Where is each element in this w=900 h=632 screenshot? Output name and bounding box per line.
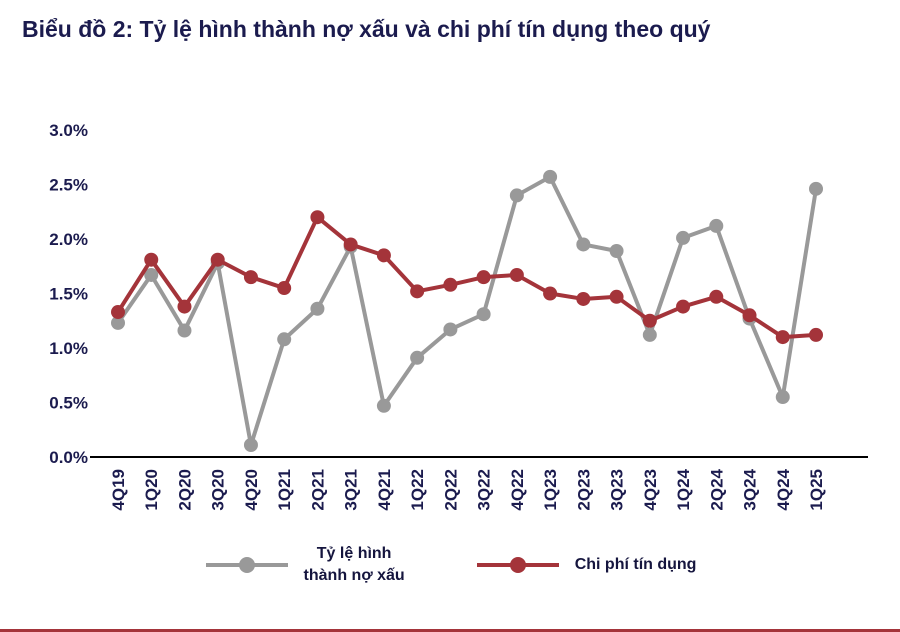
x-tick-label: 3Q24 [741, 468, 760, 510]
legend: Tỷ lệ hình thành nợ xấu Chi phí tín dụng [0, 543, 900, 588]
credit-cost-marker [642, 313, 657, 328]
credit-cost-legend-marker-icon [476, 557, 559, 574]
x-tick-label: 2Q20 [175, 469, 194, 511]
credit-cost-marker [376, 248, 391, 263]
y-tick-label: 3.0% [49, 121, 88, 140]
npl-formation-marker [709, 218, 724, 233]
legend-label-credit-cost: Chi phí tín dụng [574, 556, 697, 574]
npl-formation-marker [376, 398, 391, 413]
x-tick-label: 1Q25 [807, 469, 826, 511]
legend-item-npl-formation: Tỷ lệ hình thành nợ xấu [204, 543, 405, 588]
x-tick-label: 1Q20 [142, 469, 161, 511]
y-tick-label: 2.5% [49, 176, 88, 195]
x-tick-label: 3Q20 [209, 469, 228, 511]
x-tick-label: 4Q21 [375, 469, 394, 511]
npl-formation-marker [642, 327, 657, 342]
x-tick-label: 3Q21 [342, 469, 361, 511]
credit-cost-marker [210, 252, 225, 267]
credit-cost-marker [775, 330, 790, 345]
npl-formation-marker [476, 307, 491, 322]
npl-formation-marker [509, 188, 524, 203]
chart-title: Biểu đồ 2: Tỷ lệ hình thành nợ xấu và ch… [22, 16, 711, 42]
credit-cost-line [116, 215, 818, 340]
x-tick-label: 1Q24 [674, 468, 693, 510]
credit-cost-marker [543, 286, 558, 301]
y-tick-label: 0.5% [49, 394, 88, 413]
x-tick-label: 2Q21 [308, 469, 327, 511]
credit-cost-marker [343, 237, 358, 252]
x-tick-label: 4Q20 [242, 469, 261, 511]
x-tick-label: 4Q23 [641, 469, 660, 511]
credit-cost-marker [310, 210, 325, 225]
x-tick-label: 3Q22 [475, 469, 494, 511]
x-tick-label: 4Q19 [109, 469, 128, 511]
x-tick-label: 2Q22 [441, 469, 460, 511]
x-tick-label: 4Q24 [774, 468, 793, 510]
credit-cost-marker [742, 308, 757, 323]
x-tick-label: 4Q22 [508, 469, 527, 511]
npl-formation-marker [609, 243, 624, 258]
credit-cost-marker [144, 252, 159, 267]
credit-cost-marker [410, 284, 425, 299]
x-tick-label: 2Q24 [707, 468, 726, 510]
credit-cost-marker [709, 289, 724, 304]
legend-item-credit-cost: Chi phí tín dụng [475, 554, 697, 576]
credit-cost-marker [676, 299, 691, 314]
credit-cost-marker [277, 281, 292, 296]
npl-formation-marker [410, 350, 425, 365]
y-tick-label: 2.0% [49, 230, 88, 249]
npl-formation-marker [576, 237, 591, 252]
x-tick-label: 3Q23 [608, 469, 627, 511]
npl-formation-marker [310, 301, 325, 316]
y-tick-label: 1.5% [49, 285, 88, 304]
credit-cost-marker [576, 291, 591, 306]
credit-cost-marker [111, 305, 125, 320]
y-tick-label: 0.0% [49, 448, 88, 467]
credit-cost-marker [443, 277, 458, 292]
x-tick-label: 1Q22 [408, 469, 427, 511]
npl-formation-line [116, 174, 818, 448]
chart-area: 0.0% 0.5% 1.0% 1.5% 2.0% 2.5% 3.0% 4Q19 1Q20 2Q20… [0, 47, 900, 525]
npl-formation-marker [277, 332, 292, 347]
credit-cost-marker [809, 327, 823, 342]
legend-label-npl-formation: Tỷ lệ hình thành nợ xấu [303, 545, 405, 585]
line-chart: 0.0% 0.5% 1.0% 1.5% 2.0% 2.5% 3.0% 4Q19 1Q20 2Q20… [49, 121, 868, 511]
y-tick-label: 1.0% [49, 339, 88, 358]
npl-formation-marker [111, 315, 125, 330]
npl-formation-marker [775, 390, 790, 405]
credit-cost-marker [476, 270, 491, 285]
bottom-divider [0, 629, 900, 632]
npl-formation-marker [543, 169, 558, 184]
x-tick-label: 2Q23 [574, 469, 593, 511]
x-tick-label: 1Q21 [275, 469, 294, 511]
x-tick-label: 1Q23 [541, 469, 560, 511]
npl-formation-marker [809, 181, 823, 196]
credit-cost-marker [243, 270, 258, 285]
npl-formation-legend-marker-icon [205, 557, 288, 574]
credit-cost-marker [509, 267, 524, 282]
npl-formation-marker [243, 438, 258, 453]
npl-formation-marker [443, 322, 458, 337]
credit-cost-marker [177, 299, 192, 314]
npl-formation-marker [177, 323, 192, 338]
npl-formation-marker [676, 230, 691, 245]
credit-cost-marker [609, 289, 624, 304]
npl-formation-marker [144, 267, 159, 282]
